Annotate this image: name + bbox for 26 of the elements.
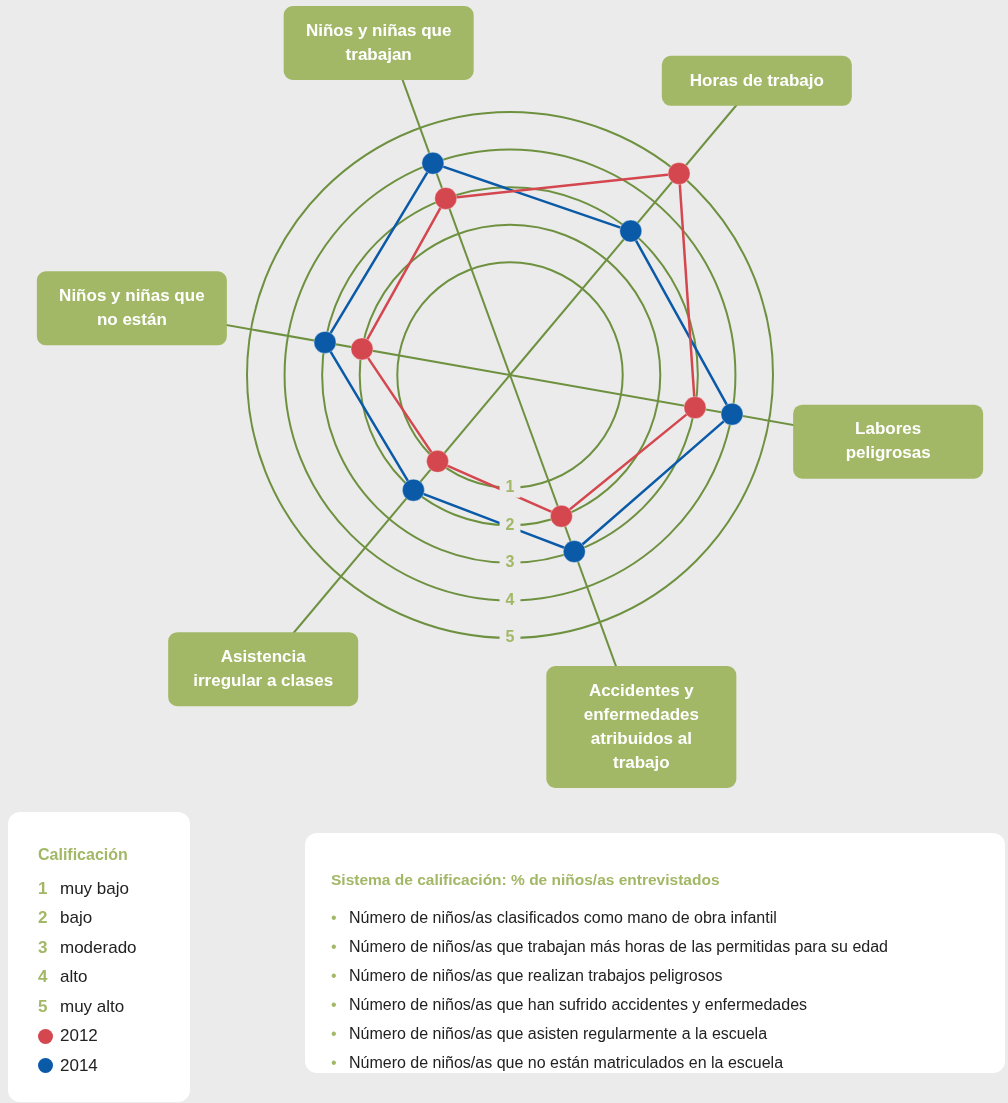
spoke-label: Niños y niñas que trabajan: [305, 20, 452, 64]
text: 3 moderado: [38, 937, 137, 958]
text: 2 bajo: [38, 908, 93, 929]
text: 1 muy bajo: [38, 878, 129, 899]
y-tick-label: 5: [505, 628, 515, 646]
spoke-label: Asistencia irregular a clases: [193, 646, 334, 690]
spoke-label: Labores peligrosas: [845, 419, 931, 463]
text: 4 alto: [38, 967, 88, 988]
legend-label: 2012: [60, 1026, 98, 1047]
text: • Número de niños/as clasificados como mano de obra infantil: [331, 908, 777, 928]
y-tick-label: 4: [505, 590, 515, 608]
legend-label: 2014: [60, 1055, 98, 1076]
y-tick-label: 1: [505, 478, 515, 496]
text: • Número de niños/as que han sufrido accidentes y enfermedades: [331, 995, 808, 1015]
text: 5 muy alto: [38, 996, 125, 1017]
spoke-label: Niños y niñas que no están: [59, 286, 205, 330]
y-tick-label: 2: [505, 515, 515, 533]
text: Sistema de calificación: % de niños/as entrevistados: [331, 871, 721, 889]
text: • Número de niños/as que no están matriculados en la escuela: [331, 1053, 784, 1073]
spoke-label: Horas de trabajo: [689, 70, 824, 90]
text: • Número de niños/as que trabajan más horas de las permitidas para su edad: [331, 937, 888, 957]
spoke-label: Accidentes y enfermedades atribuidos al trabajo: [583, 680, 699, 772]
text: • Número de niños/as que asisten regularmente a la escuela: [331, 1024, 768, 1044]
legend-title: Calificación: [38, 846, 129, 864]
text: • Número de niños/as que realizan trabajos peligrosos: [331, 966, 723, 986]
y-tick-label: 3: [505, 553, 515, 571]
